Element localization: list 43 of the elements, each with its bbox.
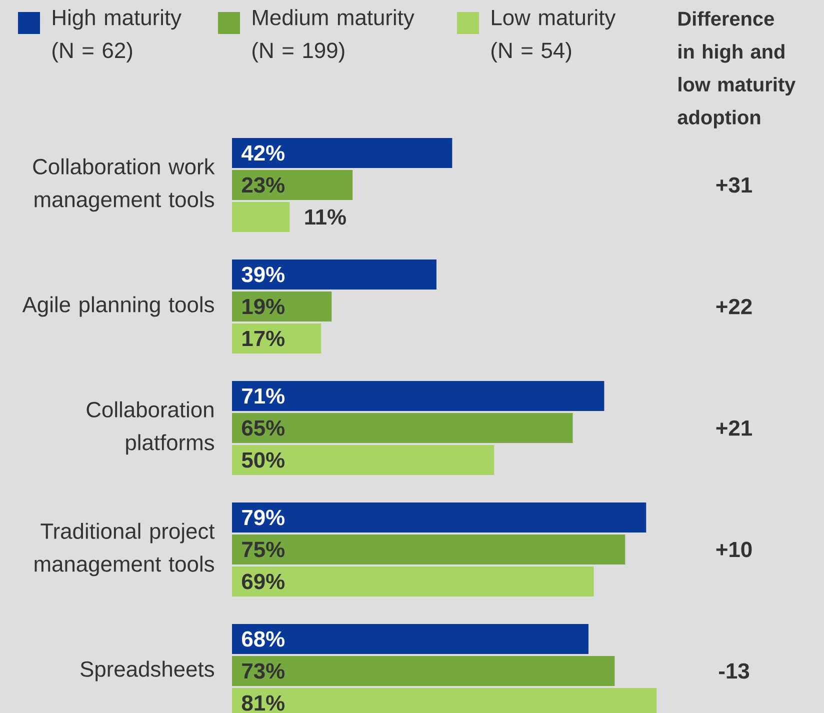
- data-label: 50%: [242, 452, 284, 468]
- data-label: 81%: [242, 695, 284, 711]
- bar: [232, 656, 615, 686]
- data-label: 69%: [242, 574, 284, 590]
- y-tick-label: Collaboration work management tools: [33, 158, 215, 212]
- data-label: 11%: [305, 209, 346, 225]
- bar: [232, 412, 573, 443]
- bar: [232, 202, 290, 232]
- text: +10: [716, 542, 752, 558]
- text: +21: [716, 420, 752, 436]
- y-tick-label: Agile planning tools: [22, 296, 214, 317]
- data-label: 79%: [242, 510, 284, 526]
- data-label: 73%: [242, 663, 284, 679]
- bar: [232, 380, 604, 411]
- data-label: 71%: [242, 388, 284, 404]
- y-tick-label: Collaboration platforms: [86, 401, 214, 455]
- bar: [232, 502, 646, 532]
- data-label: 17%: [242, 330, 284, 346]
- legend-label: High maturity (N = 62): [52, 9, 182, 62]
- legend-label: Low maturity (N = 54): [492, 9, 616, 62]
- bar: [232, 624, 588, 654]
- bar: [232, 534, 626, 564]
- data-label: 65%: [242, 420, 284, 436]
- bar: [232, 566, 594, 596]
- text: +22: [716, 298, 752, 314]
- bar: [232, 138, 452, 168]
- bar: [232, 291, 332, 322]
- text: -13: [719, 663, 750, 679]
- text: Difference in high and low maturity adoption: [678, 11, 796, 128]
- y-tick-label: Traditional project management tools: [34, 522, 215, 576]
- bar: [232, 444, 494, 475]
- data-label: 68%: [242, 631, 284, 647]
- legend-label: Medium maturity (N = 199): [252, 9, 414, 62]
- text: +31: [716, 177, 752, 193]
- data-label: 42%: [242, 145, 284, 161]
- bar: [232, 259, 436, 290]
- data-label: 75%: [242, 542, 284, 558]
- data-label: 39%: [242, 266, 284, 282]
- bar: [232, 323, 322, 354]
- bar: [232, 170, 353, 200]
- y-tick-label: Spreadsheets: [80, 660, 214, 682]
- data-label: 23%: [242, 177, 284, 193]
- data-label: 19%: [242, 298, 284, 314]
